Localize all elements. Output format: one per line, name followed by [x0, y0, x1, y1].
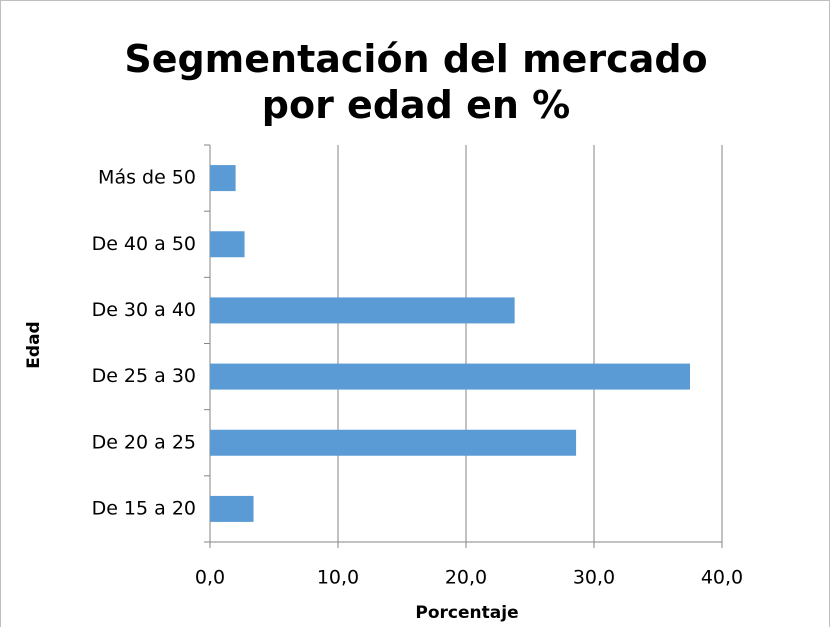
y-tick-label: Más de 50 [98, 167, 196, 189]
bar [210, 363, 690, 390]
chart-title: Segmentación del mercado por edad en % [124, 37, 708, 127]
x-tick-label: 40,0 [701, 567, 743, 589]
bar [210, 165, 236, 192]
y-tick-label: De 15 a 20 [92, 497, 196, 519]
x-tick-label: 0,0 [195, 567, 225, 589]
x-tick-label: 10,0 [317, 567, 359, 589]
y-axis-label: Edad [24, 321, 44, 368]
x-tick-label: 20,0 [445, 567, 487, 589]
y-tick-label: De 25 a 30 [92, 365, 196, 387]
y-tick-label: De 30 a 40 [92, 299, 196, 321]
bar [210, 297, 515, 324]
bar [210, 495, 254, 522]
bar [210, 429, 577, 456]
x-tick-label: 30,0 [573, 567, 615, 589]
y-tick-label: De 40 a 50 [92, 233, 196, 255]
x-axis-label: Porcentaje [415, 603, 518, 623]
y-tick-label: De 20 a 25 [92, 431, 196, 453]
bar [210, 231, 245, 258]
